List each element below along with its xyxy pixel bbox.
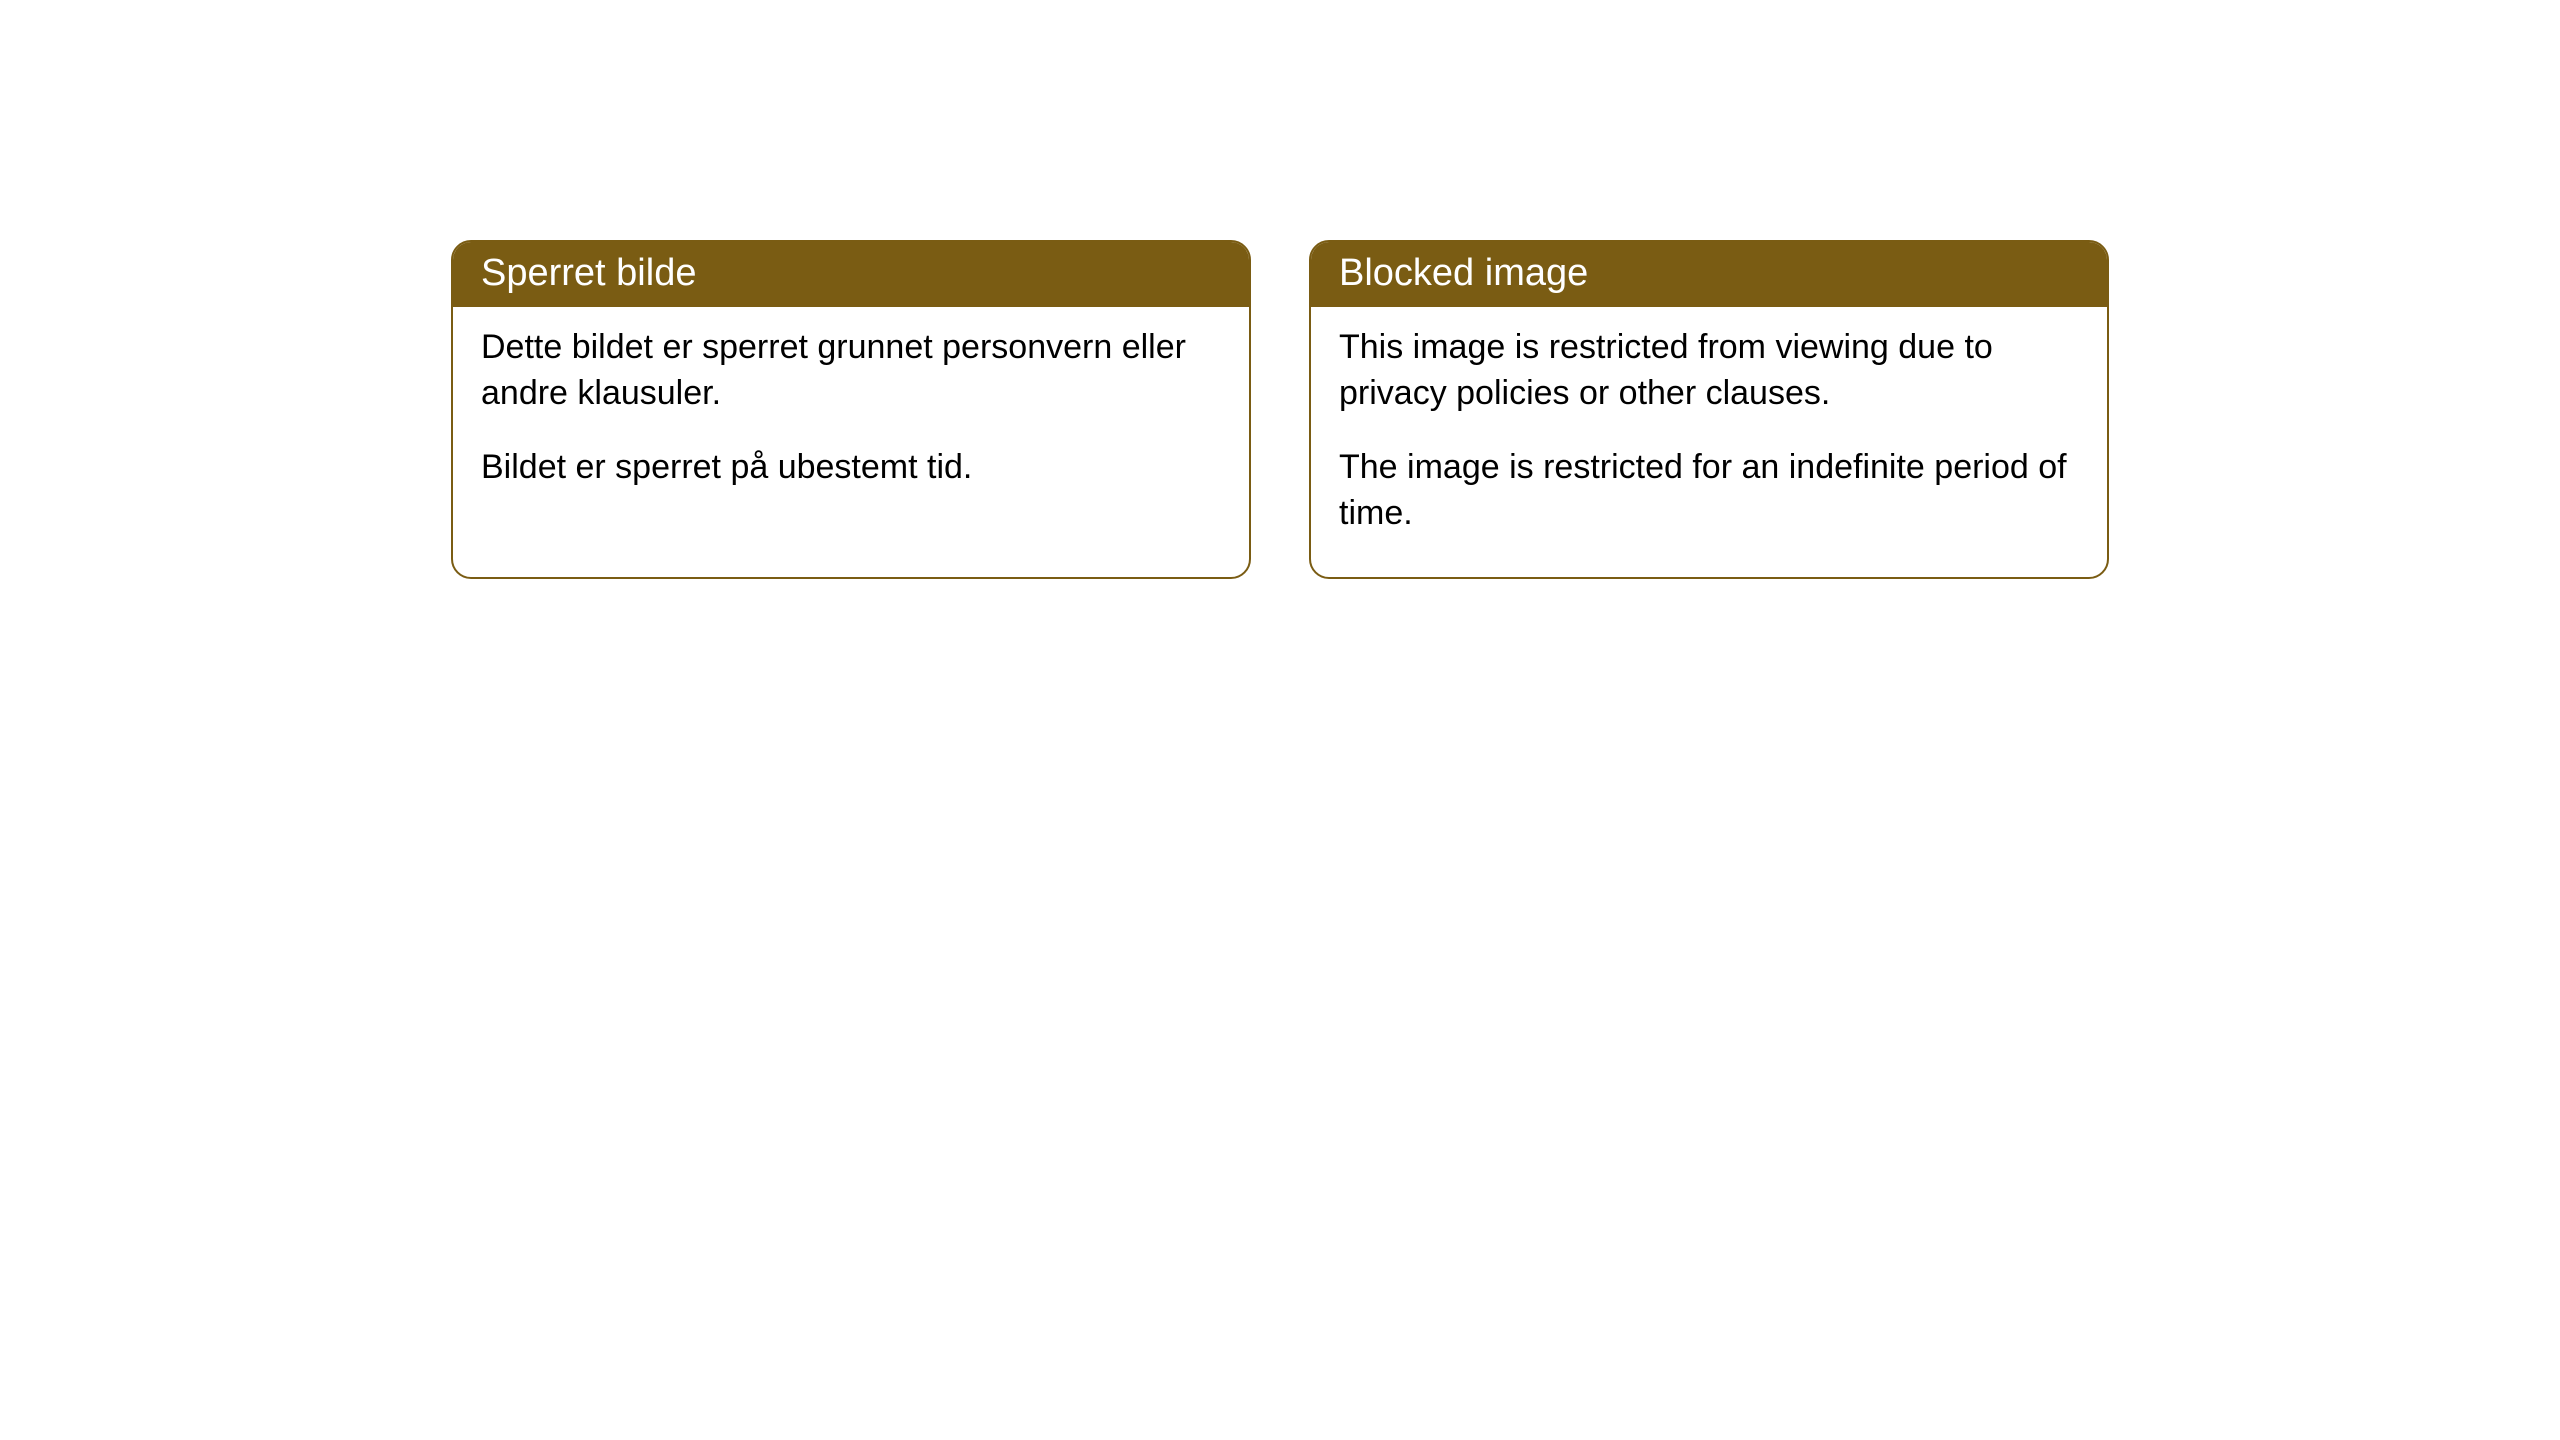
- card-paragraph: This image is restricted from viewing du…: [1339, 325, 2079, 417]
- card-title: Sperret bilde: [481, 252, 696, 294]
- card-title: Blocked image: [1339, 252, 1588, 294]
- card-header: Blocked image: [1311, 242, 2107, 307]
- notice-card-norwegian: Sperret bilde Dette bildet er sperret gr…: [451, 240, 1251, 579]
- card-paragraph: Dette bildet er sperret grunnet personve…: [481, 325, 1221, 417]
- card-body: This image is restricted from viewing du…: [1311, 307, 2107, 577]
- notice-card-english: Blocked image This image is restricted f…: [1309, 240, 2109, 579]
- notice-container: Sperret bilde Dette bildet er sperret gr…: [451, 240, 2109, 579]
- card-header: Sperret bilde: [453, 242, 1249, 307]
- card-paragraph: The image is restricted for an indefinit…: [1339, 445, 2079, 537]
- card-paragraph: Bildet er sperret på ubestemt tid.: [481, 445, 1221, 491]
- card-body: Dette bildet er sperret grunnet personve…: [453, 307, 1249, 531]
